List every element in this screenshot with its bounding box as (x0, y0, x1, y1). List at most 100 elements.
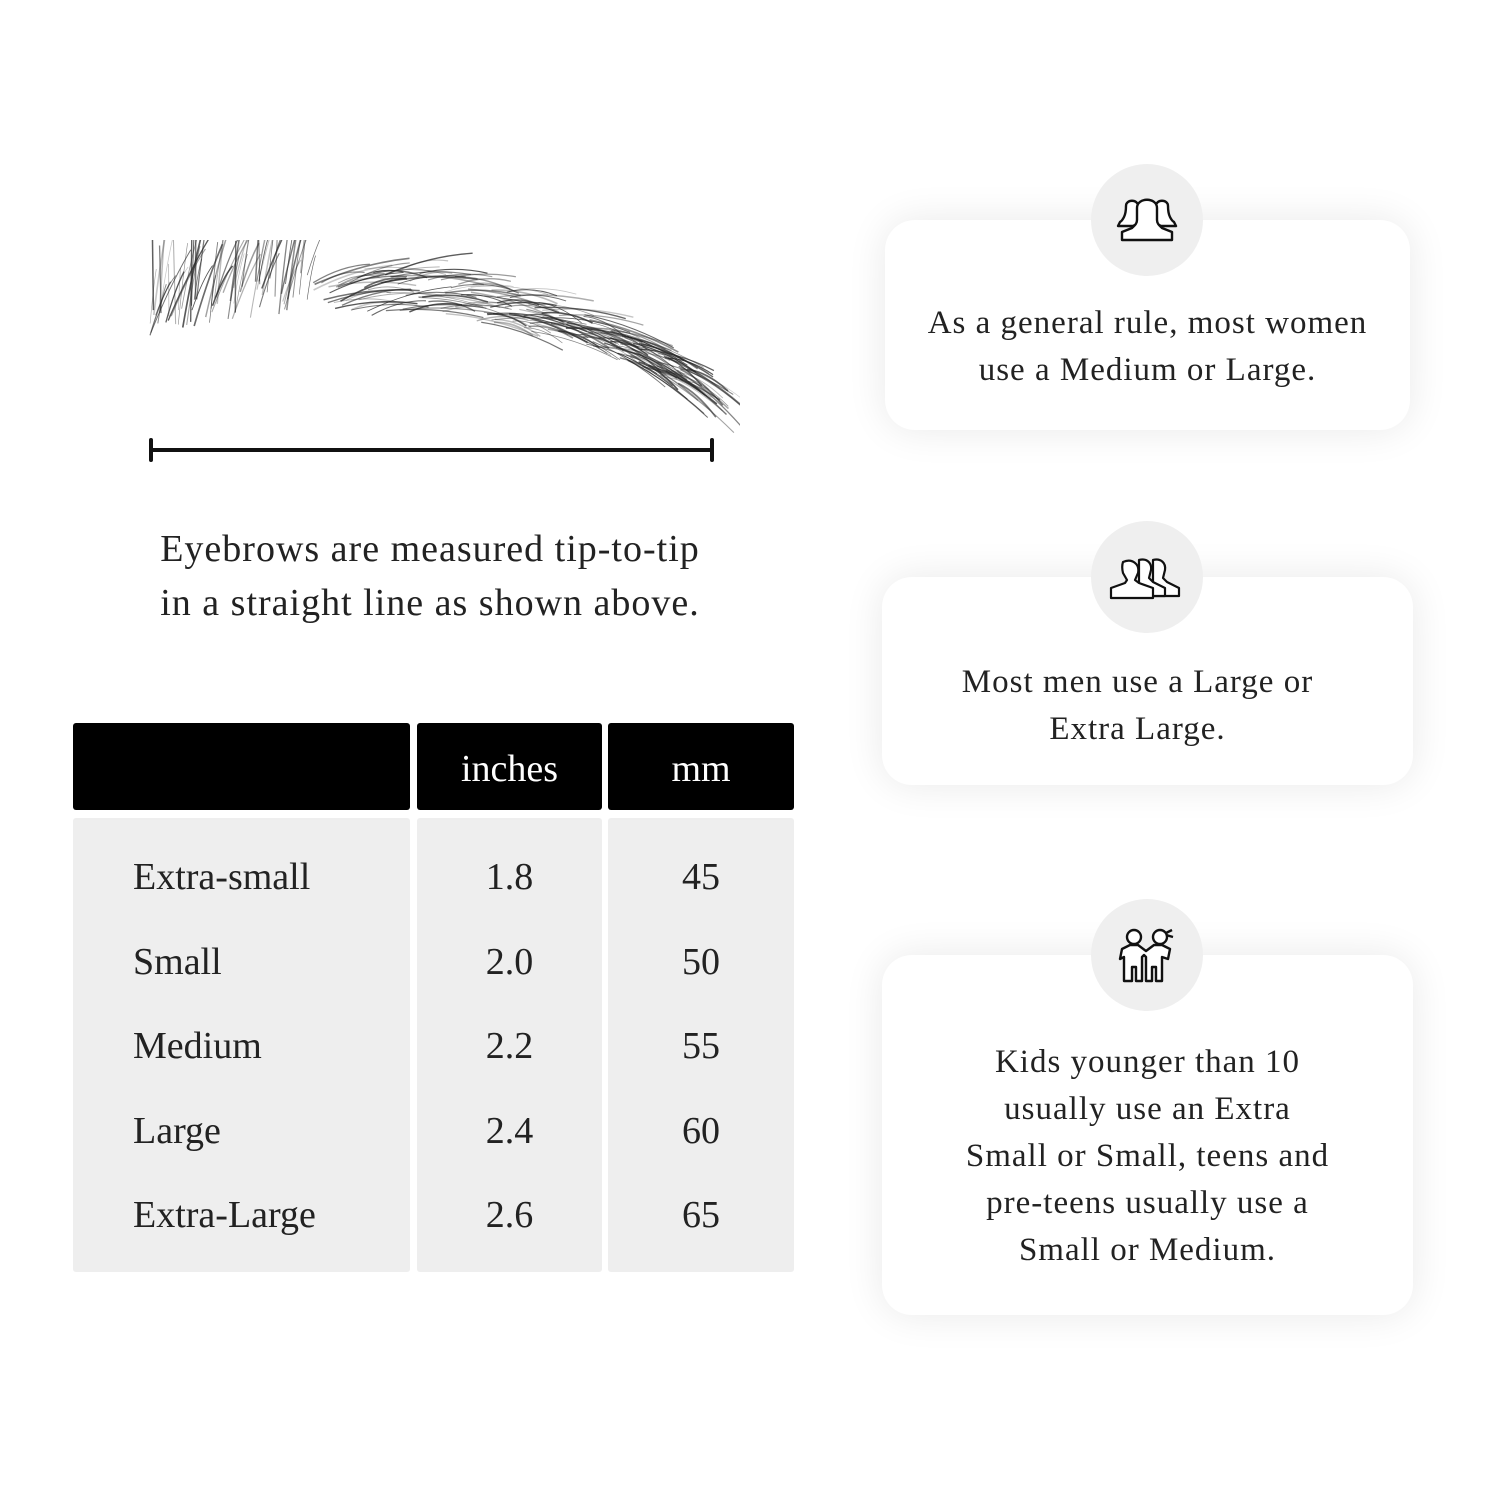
eyebrow-hair (333, 298, 404, 304)
row-size: Extra-Large (133, 1194, 316, 1236)
eyebrow-hair (350, 304, 429, 311)
eyebrow-hair (210, 242, 219, 309)
row-size: Medium (133, 1025, 262, 1067)
eyebrow-hair (442, 305, 509, 313)
eyebrow-hair (337, 274, 380, 284)
eyebrow-hair (450, 283, 511, 290)
eyebrow-hair (528, 303, 594, 316)
eyebrow-hair (385, 308, 484, 319)
eyebrow-hair (491, 317, 587, 325)
eyebrow-hair (558, 314, 644, 326)
eyebrow-hair (157, 284, 167, 324)
measurement-line (149, 438, 714, 462)
eyebrow-illustration (149, 240, 740, 462)
eyebrow-hair (165, 271, 185, 323)
eyebrow-hair (508, 288, 577, 295)
eyebrow-hair (604, 342, 678, 379)
eyebrow-hair (356, 269, 403, 279)
eyebrow-hair (211, 265, 234, 306)
eyebrow-hair (444, 284, 514, 293)
eyebrow-hair (565, 323, 646, 365)
eyebrow-hair (335, 272, 385, 288)
eyebrow-hair (418, 297, 504, 315)
eyebrow-hair (186, 246, 201, 325)
eyebrow-hair (547, 328, 608, 355)
eyebrow-hair (419, 268, 488, 274)
eyebrow-hair (334, 301, 418, 310)
eyebrow-hair (193, 243, 224, 327)
eyebrow-hair (619, 357, 674, 387)
eyebrow-hair (581, 326, 673, 347)
eyebrow-hair (349, 262, 410, 284)
eyebrow-hair (282, 259, 302, 302)
eyebrow-hair (528, 325, 574, 339)
eyebrow-hair (632, 342, 696, 373)
eyebrow-hair (504, 304, 558, 313)
eyebrow-hair (679, 368, 717, 387)
eyebrow-hair (292, 240, 301, 298)
eyebrow-hair (340, 277, 407, 302)
eyebrow-hair (584, 314, 674, 349)
kids-card: Kids younger than 10 usually use an Extr… (882, 955, 1413, 1315)
eyebrow-hair (266, 240, 274, 293)
eyebrow-hair (481, 321, 564, 351)
eyebrow-hair (233, 253, 245, 304)
eyebrow-hair (299, 240, 306, 295)
eyebrow-hair (150, 249, 192, 333)
eyebrow-hair (509, 312, 589, 344)
eyebrow-hair (313, 264, 393, 291)
eyebrow-hair (405, 291, 477, 298)
eyebrow-hair (239, 242, 260, 293)
eyebrow-hair (541, 311, 593, 324)
eyebrow-hair (306, 240, 321, 276)
eyebrow-hair (258, 240, 261, 285)
eyebrow-hair (278, 240, 288, 315)
eyebrow-hair (177, 243, 188, 325)
row-mm: 45 (682, 856, 720, 898)
eyebrow-hair (496, 293, 594, 302)
eyebrow-hair (483, 312, 532, 328)
eyebrow-hair (558, 330, 600, 349)
eyebrow-hair (261, 240, 274, 296)
eyebrow-hair (621, 335, 685, 362)
eyebrow-hair (241, 240, 250, 287)
measurement-caption: Eyebrows are measured tip-to-tip in a st… (160, 528, 700, 624)
eyebrow-hair (454, 275, 520, 294)
eyebrow-hair (397, 275, 466, 285)
eyebrow-hair (399, 307, 499, 315)
eyebrow-hair (580, 333, 622, 343)
eyebrow-hair (153, 240, 166, 316)
eyebrow-hairs (149, 240, 740, 434)
eyebrow-hair (440, 304, 512, 310)
eyebrow-hair (663, 355, 703, 387)
eyebrow-hair (256, 240, 265, 282)
eyebrow-hair (358, 292, 442, 301)
men-group-icon (1091, 521, 1203, 633)
eyebrow-hair (256, 240, 270, 290)
row-mm: 60 (682, 1109, 720, 1152)
eyebrow-hair (470, 285, 549, 295)
eyebrow-hair (677, 382, 717, 418)
eyebrow-hair (509, 294, 567, 302)
eyebrow-hair (159, 240, 173, 311)
row-inches: 2.4 (485, 1109, 534, 1152)
eyebrow-hair (222, 240, 249, 293)
eyebrow-hair (196, 240, 205, 300)
eyebrow-hair (204, 240, 227, 318)
eyebrow-hair (283, 240, 302, 305)
eyebrow-hair (261, 240, 283, 289)
eyebrow-hair (345, 291, 391, 301)
eyebrow-hair (418, 295, 501, 309)
eyebrow-hair (445, 289, 521, 297)
eyebrow-hair (512, 320, 552, 334)
size-column (73, 818, 410, 1272)
eyebrow-hair (496, 299, 540, 306)
row-inches: 1.8 (485, 856, 534, 898)
eyebrow-hair (630, 356, 667, 376)
eyebrow-hair (550, 322, 610, 349)
eyebrow-hair (357, 269, 433, 279)
eyebrow-hair (455, 301, 546, 309)
eyebrow-hair (178, 268, 181, 311)
eyebrow-hair (493, 321, 534, 337)
header-inches: inches (417, 723, 602, 810)
